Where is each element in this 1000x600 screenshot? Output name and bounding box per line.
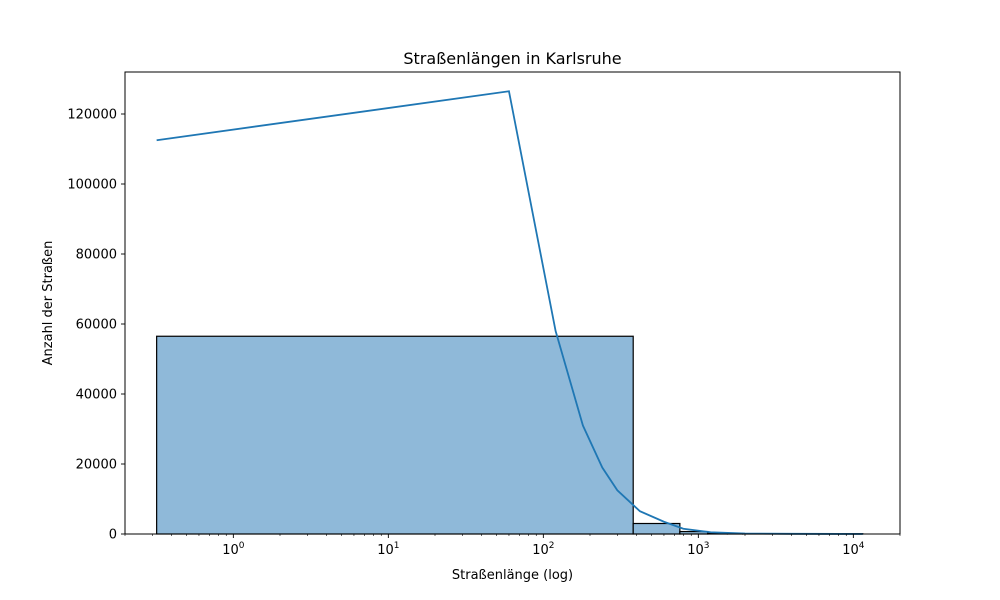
x-axis-label: Straßenlänge (log) — [452, 568, 573, 583]
x-tick-label: 104 — [842, 541, 865, 558]
y-axis-label: Anzahl der Straßen — [41, 241, 56, 366]
x-tick-label: 101 — [377, 541, 399, 558]
x-axis-ticks: 100 101 102 103 104 — [124, 534, 901, 558]
histogram-bar — [156, 335, 634, 535]
y-tick-label: 100000 — [67, 178, 117, 193]
y-tick-label: 120000 — [67, 108, 117, 123]
y-tick-label: 0 — [109, 528, 117, 543]
x-tick-label: 102 — [532, 541, 554, 558]
y-tick-label: 60000 — [76, 318, 117, 333]
y-tick-label: 40000 — [76, 388, 117, 403]
y-tick-label: 80000 — [76, 248, 117, 263]
x-tick-label: 103 — [687, 541, 709, 558]
chart-title: Straßenlängen in Karlsruhe — [403, 49, 621, 68]
x-tick-label: 100 — [222, 541, 245, 558]
bars-layer — [156, 335, 864, 535]
plot-frame — [124, 71, 901, 535]
y-tick-label: 20000 — [76, 458, 117, 473]
y-axis-ticks: 0 20000 40000 60000 80000 100000 120000 — [67, 108, 125, 543]
